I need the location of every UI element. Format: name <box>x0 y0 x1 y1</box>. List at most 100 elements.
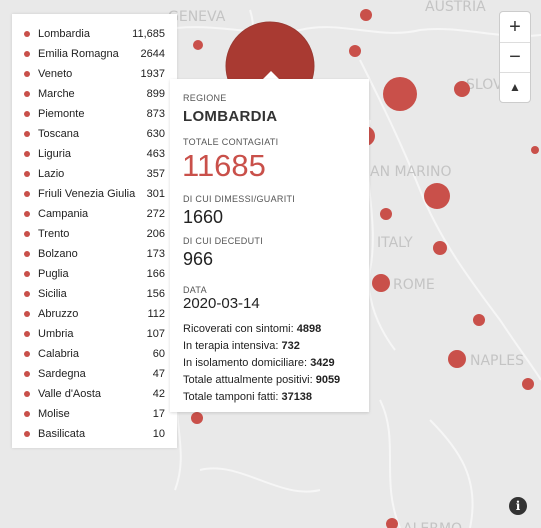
region-dot-icon <box>24 151 30 157</box>
region-dot-icon <box>24 211 30 217</box>
region-name-label: Friuli Venezia Giulia <box>38 188 136 200</box>
map-bubble[interactable] <box>473 314 485 326</box>
region-name-label: Veneto <box>38 68 73 80</box>
map-bubble[interactable] <box>360 9 372 21</box>
region-count: 630 <box>146 128 165 140</box>
map-bubble[interactable] <box>349 45 361 57</box>
region-count: 206 <box>146 228 165 240</box>
map-bubble[interactable] <box>531 146 539 154</box>
recovered-value: 1660 <box>183 207 224 227</box>
region-list-item[interactable]: Piemonte 873 <box>12 104 177 124</box>
region-dot-icon <box>24 171 30 177</box>
region-list-item[interactable]: Bolzano 173 <box>12 244 177 264</box>
region-list-item[interactable]: Umbria 107 <box>12 324 177 344</box>
recovered-label: DI CUI DIMESSI/GUARITI <box>183 194 296 204</box>
reset-north-button[interactable]: ▲ <box>500 72 530 102</box>
map-bubble[interactable] <box>193 40 203 50</box>
region-list-item[interactable]: Veneto 1937 <box>12 64 177 84</box>
region-name-label: Piemonte <box>38 108 85 120</box>
region-name-label: Lazio <box>38 168 65 180</box>
map-bubble[interactable] <box>433 241 447 255</box>
region-count: 156 <box>146 288 165 300</box>
region-list-panel: Lombardia 11,685 Emilia Romagna 2644 Veneto 1… <box>12 14 177 448</box>
region-list-item[interactable]: Molise 17 <box>12 404 177 424</box>
region-dot-icon <box>24 331 30 337</box>
region-count: 899 <box>146 88 165 100</box>
region-count: 166 <box>146 268 165 280</box>
region-name-label: Toscana <box>38 128 79 140</box>
region-count: 10 <box>152 428 165 440</box>
region-dot-icon <box>24 131 30 137</box>
map-bubble[interactable] <box>380 208 392 220</box>
region-count: 463 <box>146 148 165 160</box>
detail-row: Totale attualmente positivi: 9059 <box>183 374 340 386</box>
map-bubble[interactable] <box>372 274 390 292</box>
map-bubble[interactable] <box>383 77 417 111</box>
total-label: TOTALE CONTAGIATI <box>183 137 279 147</box>
map-bubble[interactable] <box>454 81 470 97</box>
region-label: REGIONE <box>183 93 227 103</box>
info-button[interactable]: i <box>509 497 527 515</box>
region-name-label: Emilia Romagna <box>38 48 119 60</box>
deceased-label: DI CUI DECEDUTI <box>183 236 264 246</box>
region-list-item[interactable]: Liguria 463 <box>12 144 177 164</box>
map-bubble[interactable] <box>522 378 534 390</box>
zoom-in-button[interactable]: + <box>509 16 521 38</box>
region-dot-icon <box>24 271 30 277</box>
region-list-item[interactable]: Valle d'Aosta 42 <box>12 384 177 404</box>
map-bubble[interactable] <box>424 183 450 209</box>
zoom-control: + − ▲ <box>499 11 531 103</box>
region-dot-icon <box>24 431 30 437</box>
region-dot-icon <box>24 51 30 57</box>
region-count: 17 <box>152 408 165 420</box>
region-name-label: Basilicata <box>38 428 86 440</box>
region-popup: REGIONE LOMBARDIA TOTALE CONTAGIATI 1168… <box>170 79 369 412</box>
region-name-label: Marche <box>38 88 75 100</box>
detail-label: In terapia intensiva: <box>183 340 279 352</box>
region-dot-icon <box>24 231 30 237</box>
detail-label: Totale tamponi fatti: <box>183 391 279 403</box>
region-count: 1937 <box>140 68 165 80</box>
total-value: 11685 <box>182 148 266 183</box>
region-list-item[interactable]: Sicilia 156 <box>12 284 177 304</box>
region-list-item[interactable]: Emilia Romagna 2644 <box>12 44 177 64</box>
region-list-item[interactable]: Puglia 166 <box>12 264 177 284</box>
region-dot-icon <box>24 391 30 397</box>
region-list-item[interactable]: Trento 206 <box>12 224 177 244</box>
region-name-label: Umbria <box>38 328 74 340</box>
detail-value: 4898 <box>296 323 322 335</box>
map-bubble[interactable] <box>448 350 466 368</box>
detail-label: In isolamento domiciliare: <box>183 357 308 369</box>
detail-value: 9059 <box>315 374 341 386</box>
region-count: 107 <box>146 328 165 340</box>
region-list-item[interactable]: Basilicata 10 <box>12 424 177 444</box>
detail-row: Ricoverati con sintomi: 4898 <box>183 323 321 335</box>
map-bubble[interactable] <box>386 518 398 528</box>
zoom-out-button[interactable]: − <box>509 46 521 68</box>
region-list-item[interactable]: Friuli Venezia Giulia 301 <box>12 184 177 204</box>
region-list-item[interactable]: Sardegna 47 <box>12 364 177 384</box>
region-count: 42 <box>152 388 165 400</box>
region-list-item[interactable]: Abruzzo 112 <box>12 304 177 324</box>
region-list-item[interactable]: Lombardia 11,685 <box>12 24 177 44</box>
info-icon: i <box>515 499 521 513</box>
region-count: 272 <box>146 208 165 220</box>
region-name-label: Sicilia <box>38 288 67 300</box>
region-list-item[interactable]: Toscana 630 <box>12 124 177 144</box>
date-value: 2020-03-14 <box>183 295 260 312</box>
region-dot-icon <box>24 311 30 317</box>
region-name-label: Bolzano <box>38 248 78 260</box>
map-bubble[interactable] <box>191 412 203 424</box>
region-list-item[interactable]: Marche 899 <box>12 84 177 104</box>
detail-value: 37138 <box>281 391 313 403</box>
region-dot-icon <box>24 411 30 417</box>
map-place-label: AUSTRIA <box>425 0 486 15</box>
detail-row: In terapia intensiva: 732 <box>183 340 300 352</box>
zoom-separator <box>500 42 530 43</box>
map-place-label: GENEVA <box>168 9 226 25</box>
region-list-item[interactable]: Campania 272 <box>12 204 177 224</box>
region-list-item[interactable]: Lazio 357 <box>12 164 177 184</box>
region-dot-icon <box>24 91 30 97</box>
region-name-label: Lombardia <box>38 28 90 40</box>
region-list-item[interactable]: Calabria 60 <box>12 344 177 364</box>
